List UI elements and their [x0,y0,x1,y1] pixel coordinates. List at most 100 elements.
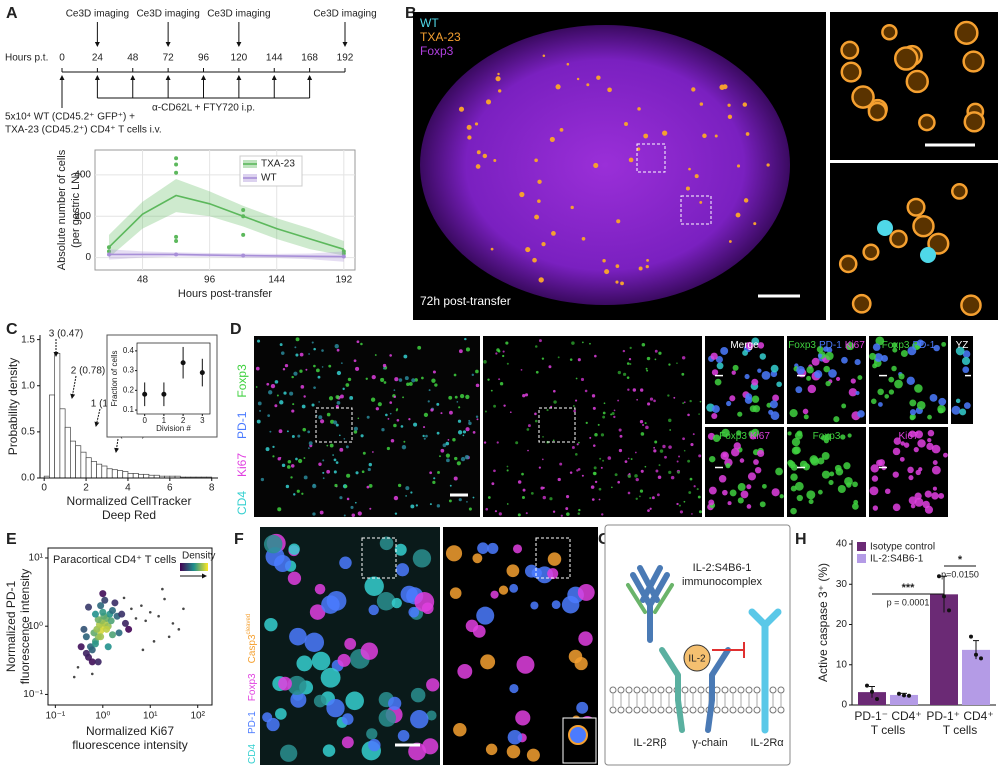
channel-label: Ki67 [750,431,770,442]
cell [422,738,439,755]
cell [909,415,915,421]
annotation: 2 (0.78) [71,366,105,377]
cell [458,498,462,502]
cell [862,243,880,261]
cell [344,484,348,488]
y-axis-label: (per gastric LN) [70,172,82,248]
cell [698,413,700,415]
cell [494,510,498,513]
cell [907,466,914,474]
data-point [341,254,346,259]
data-point [148,610,152,614]
cell [848,388,858,397]
cell [568,725,588,745]
cell [578,441,580,444]
cell [339,394,344,399]
cell [644,422,647,425]
x-tick-label: 192 [335,275,352,286]
timeline-tick-label: 48 [127,53,139,64]
cell [628,157,634,163]
cell [410,687,426,703]
cell [592,406,596,410]
cell [490,389,493,392]
cell [692,433,695,436]
cell [823,346,829,352]
cell [281,463,286,468]
cell [403,440,406,443]
cell [566,512,570,516]
cell [719,84,725,90]
cell [362,451,366,455]
cell [678,504,681,507]
data-point [141,648,145,652]
cell [622,349,626,353]
cell [573,409,576,413]
receptor-beta [659,647,685,733]
cell [344,638,357,650]
cell [313,347,316,351]
imaging-label: Ce3D imaging [66,9,129,20]
cell [892,503,901,512]
histogram-bar [122,471,129,479]
cell [293,493,296,496]
cell [696,488,699,491]
cell [559,462,563,466]
data-point [82,633,90,641]
cell [640,432,645,436]
zoom-box [361,537,397,579]
cell [436,504,441,508]
cell [456,461,461,466]
cell [454,395,458,399]
cell [639,489,644,493]
cell [687,413,690,417]
cell [468,421,472,426]
y-tick-label: 0.4 [123,346,135,355]
cell [546,409,549,412]
cell [590,485,595,489]
cell [691,513,693,515]
cell [377,402,382,407]
data-point [161,391,167,397]
cell [708,499,715,506]
cell [770,411,780,421]
cell [653,446,656,449]
membrane-lipid [625,686,633,694]
cell [506,469,509,472]
cell [795,386,803,394]
cell [472,625,486,638]
cell [790,507,797,515]
cell [374,354,377,356]
cell [817,353,823,358]
cell [914,430,923,439]
histogram-bar [90,461,97,479]
data-point [969,634,973,639]
data-point [144,619,147,623]
cell [328,364,332,368]
cell [854,359,861,366]
legend-label: Isotype control [870,542,935,553]
channel-label: Foxp3 [235,364,249,398]
timeline-tick-label: 192 [337,53,354,64]
cell [690,442,694,447]
cell [353,359,357,363]
cell [725,463,731,469]
cell [638,266,643,271]
cell [814,370,823,379]
cell [823,365,830,373]
x-tick-label: 96 [204,275,216,286]
cell [534,412,537,416]
membrane-lipid [609,686,617,694]
cell [574,656,588,671]
zoom-box [538,407,576,443]
membrane-lipid [657,686,665,694]
cell [541,357,545,360]
cell [846,342,855,351]
cell [422,434,425,438]
cell [396,418,400,422]
cell [591,498,595,501]
cell [698,510,702,514]
cell [382,363,387,368]
cell [506,564,520,578]
cell [649,397,654,401]
cell [598,498,601,501]
